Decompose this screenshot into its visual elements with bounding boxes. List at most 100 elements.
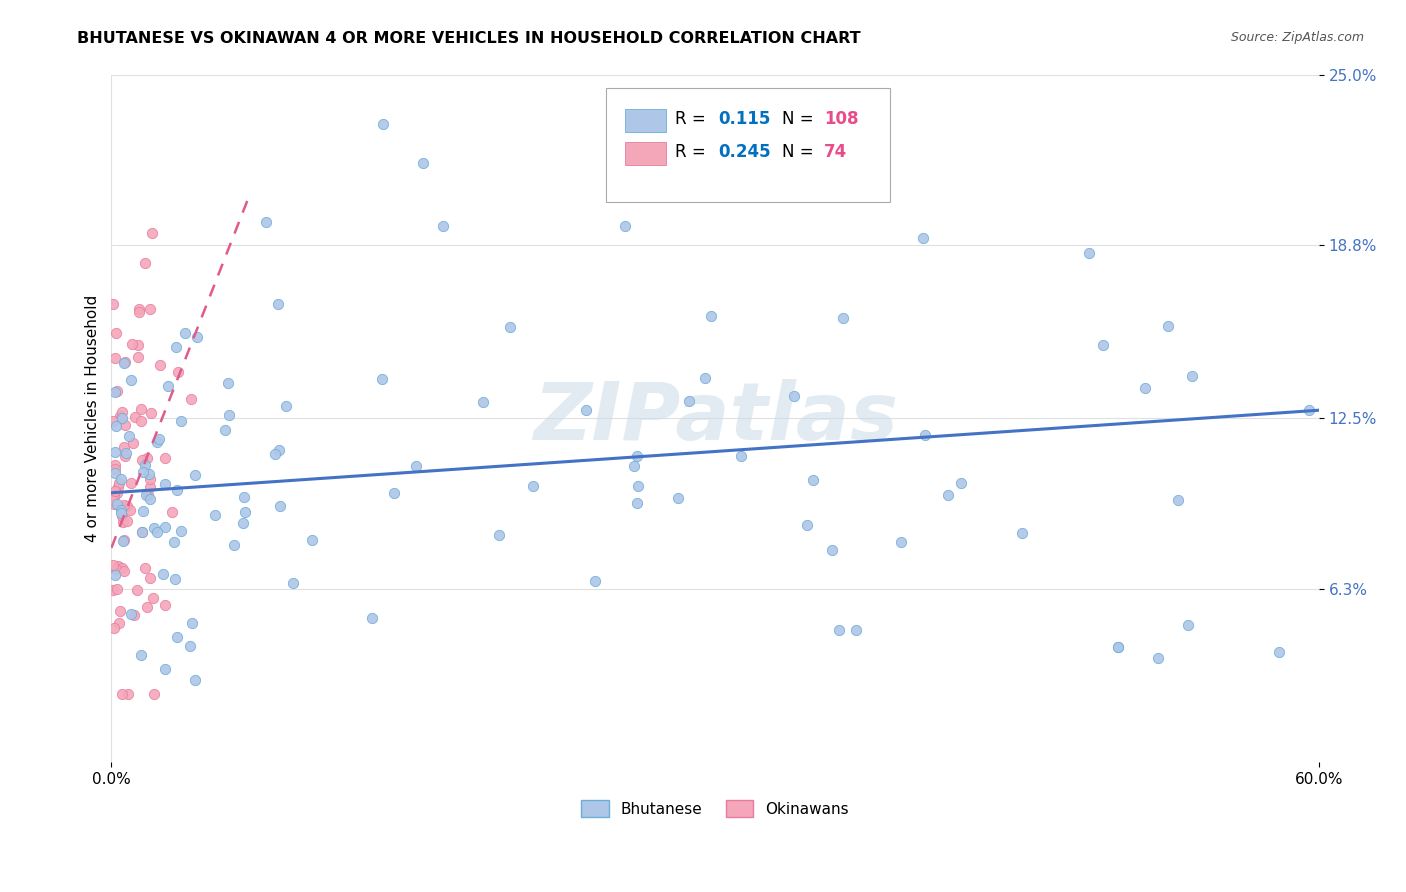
Point [678,394,700,409]
Text: N =: N = [782,111,818,128]
Text: R =: R = [675,144,711,161]
Point [142,687,165,701]
Point [166,365,188,379]
Text: ZIPatlas: ZIPatlas [533,379,897,458]
Point [134,458,156,473]
Text: N =: N = [782,144,818,161]
Point [139,302,162,317]
Point [107,475,129,490]
Point [121,337,143,351]
Point [127,350,149,364]
Point [132,504,155,518]
Point [110,472,132,486]
Point [120,374,142,388]
Point [142,521,165,535]
Point [127,338,149,352]
Point [111,411,134,425]
Point [180,392,202,407]
Point [821,543,844,558]
Point [134,256,156,270]
Point [936,488,959,502]
Point [122,436,145,450]
Point [1298,403,1320,417]
Point [103,497,125,511]
Point [155,451,177,466]
Point [1177,618,1199,632]
Point [148,432,170,446]
Point [110,503,132,517]
Point [111,516,134,530]
Point [695,371,717,385]
Point [160,504,183,518]
Point [115,446,138,460]
Point [499,319,522,334]
Point [149,358,172,372]
Point [233,505,256,519]
Point [110,502,132,516]
Point [412,155,434,169]
Point [269,443,291,458]
Point [138,492,160,507]
Point [101,582,124,597]
Point [120,476,142,491]
Point [115,499,138,513]
Point [1167,493,1189,508]
Point [142,591,165,606]
Point [141,226,163,240]
Point [139,571,162,585]
Point [104,462,127,476]
Point [585,574,607,589]
Point [105,497,128,511]
Point [103,492,125,507]
Point [371,117,394,131]
Point [666,491,689,505]
Point [522,479,544,493]
Point [488,528,510,542]
Point [132,466,155,480]
Point [832,310,855,325]
Point [107,481,129,495]
FancyBboxPatch shape [624,109,665,132]
Point [264,447,287,461]
Point [110,412,132,426]
Point [1107,640,1129,654]
Point [623,459,645,474]
Point [105,562,128,576]
Point [110,506,132,520]
Point [104,484,127,499]
Point [217,376,239,390]
Point [111,561,134,575]
Point [626,449,648,463]
Point [111,687,134,701]
Point [105,419,128,434]
Point [111,404,134,418]
Point [174,326,197,340]
Point [104,458,127,472]
Point [107,384,129,398]
Point [153,476,176,491]
Point [104,567,127,582]
Point [155,599,177,613]
Point [218,409,240,423]
Point [138,467,160,481]
Text: 0.115: 0.115 [718,111,770,128]
Point [101,297,124,311]
Point [232,490,254,504]
Point [1267,645,1289,659]
Point [186,329,208,343]
Point [105,582,128,596]
Point [796,518,818,533]
FancyBboxPatch shape [624,142,665,165]
Point [1181,369,1204,384]
Point [120,607,142,622]
Point [108,409,131,423]
Point [162,534,184,549]
Point [153,662,176,676]
Point [1077,246,1099,260]
Point [131,402,153,417]
Point [1091,338,1114,352]
Point [101,414,124,428]
Point [104,351,127,366]
Point [115,514,138,528]
Point [204,508,226,523]
